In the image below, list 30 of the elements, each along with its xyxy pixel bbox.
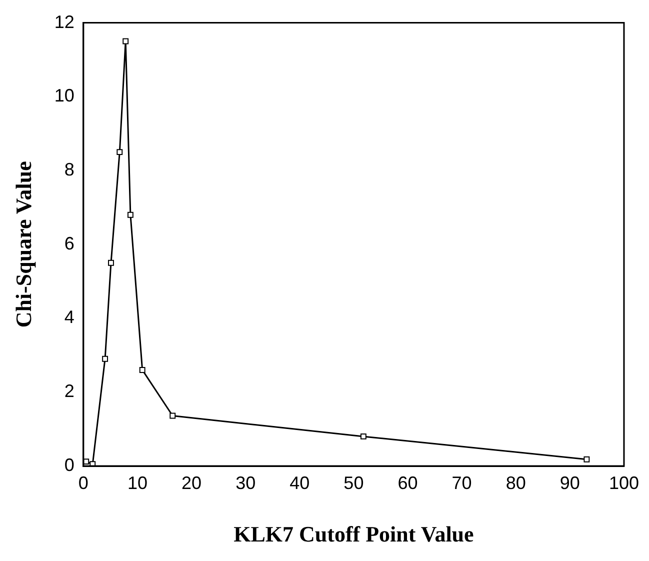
y-tick-label: 10 [54,86,74,106]
y-tick-label: 2 [64,381,74,402]
point [170,412,176,419]
point [139,367,146,373]
point [122,38,129,44]
point [360,433,366,440]
x-tick-label: 30 [236,472,256,493]
y-tick-label: 8 [64,160,74,180]
point [108,260,114,266]
point [584,456,590,462]
x-tick-label: 0 [78,472,88,493]
y-tick-label: 0 [64,454,74,475]
x-tick-label: 20 [182,472,202,493]
x-tick-label: 40 [290,472,310,493]
x-tick-label: 70 [452,472,472,493]
x-tick-label: 90 [560,472,580,493]
point [116,149,123,156]
x-tick-label: 50 [344,472,364,493]
point [127,212,134,218]
y-tick-label: 12 [54,12,74,32]
point [90,461,96,466]
point [102,356,108,362]
y-axis-title: Chi-Square Value [10,160,36,328]
y-tick-label: 4 [64,307,74,328]
y-tick-label: 6 [64,233,74,254]
x-tick-label: 60 [398,472,418,493]
x-tick-label: 100 [608,472,640,493]
x-axis-title: KLK7 Cutoff Point Value [234,521,474,546]
x-tick-label: 80 [506,472,526,493]
x-tick-label: 10 [127,472,148,493]
